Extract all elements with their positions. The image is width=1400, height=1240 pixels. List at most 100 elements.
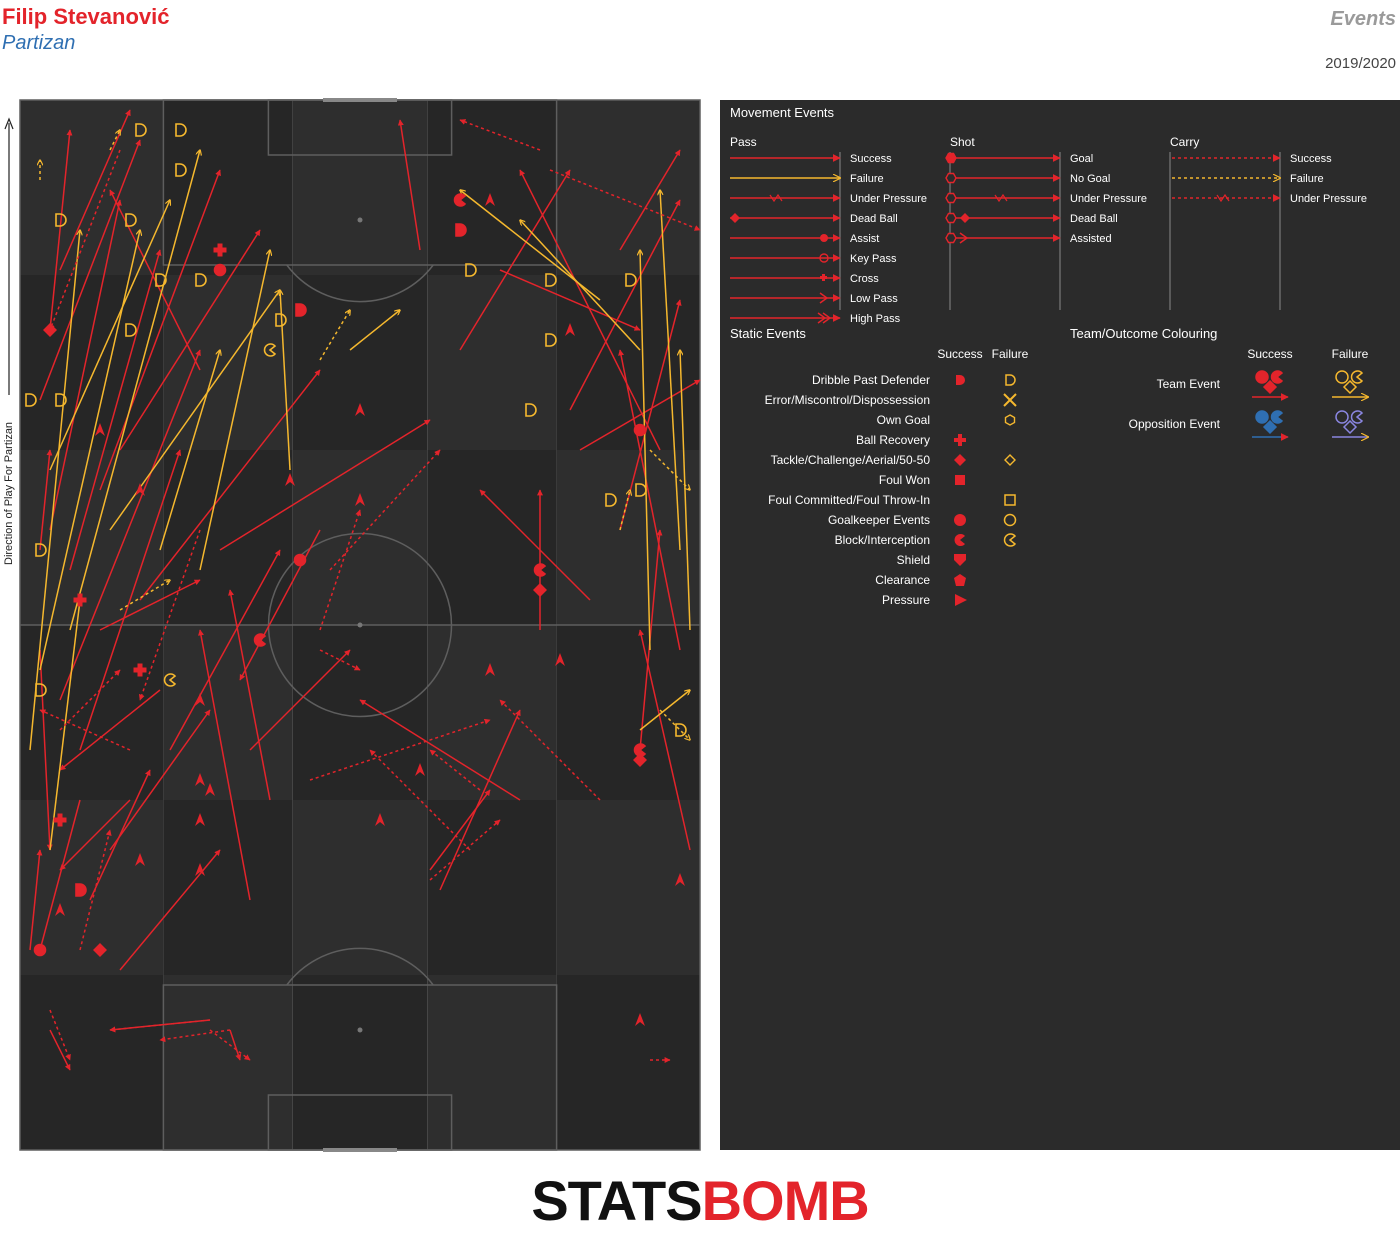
dribble-marker [55, 213, 67, 227]
swatch-pacman-icon [1270, 410, 1284, 424]
block-marker [253, 633, 267, 647]
pitch-spots [357, 217, 363, 1033]
foul-won-icon [955, 475, 965, 485]
legend-pass-label: Dead Ball [850, 213, 898, 225]
legend-carry-label: Failure [1290, 173, 1324, 185]
recovery-success-icon [954, 434, 966, 446]
pressure-marker [415, 763, 425, 776]
dribble-marker [135, 123, 147, 137]
shot-title: Shot [950, 135, 975, 149]
carry-arrow [209, 1029, 251, 1061]
pass-arrow [660, 190, 681, 551]
goalkeeper-marker [213, 263, 227, 277]
pitch-zone [20, 275, 164, 450]
tackle-marker [533, 583, 547, 597]
shot-hexagon-icon [945, 212, 957, 224]
shot-hexagon-icon [945, 232, 957, 244]
shot-hexagon-icon [945, 192, 957, 204]
dribble-marker [175, 163, 187, 177]
legend-static-label: Tackle/Challenge/Aerial/50-50 [771, 453, 931, 467]
block-marker [163, 673, 177, 687]
swatch-circle-icon [1335, 370, 1349, 384]
pass-arrow [479, 489, 591, 601]
dribble-marker [525, 403, 537, 417]
dribble-marker [125, 213, 137, 227]
legend-shot-label: Goal [1070, 153, 1093, 165]
dribble-marker [675, 723, 687, 737]
legend-static-label: Foul Won [879, 473, 930, 487]
dribble-failure-icon [1005, 374, 1016, 386]
pitch-zone [556, 275, 700, 450]
legend-panel: Movement Events Pass Shot Carry Success F… [720, 100, 1400, 1150]
carry-arrow [109, 1019, 211, 1033]
recovery-marker [53, 813, 67, 827]
colouring-title: Team/Outcome Colouring [1070, 326, 1217, 341]
block-success-icon [954, 534, 965, 546]
pass-arrow [29, 230, 80, 751]
legend-static-label: Pressure [882, 593, 930, 607]
pitch-zone [556, 100, 700, 275]
pitch-zone [292, 800, 428, 975]
tackle-marker [93, 943, 107, 957]
legend-static-label: Block/Interception [835, 533, 930, 547]
pass-arrow [618, 349, 681, 651]
goalkeeper-success-icon [954, 514, 966, 526]
pitch-zone [292, 275, 428, 450]
pitch-zone [556, 800, 700, 975]
pitch-zone [163, 975, 293, 1150]
pitch-zone [427, 975, 557, 1150]
static-success-header: Success [937, 347, 982, 361]
tackle-failure-icon [1004, 454, 1016, 466]
pass-arrow [69, 150, 200, 631]
pass-arrow [59, 799, 131, 871]
pressure-marker [55, 903, 65, 916]
pass-arrow [219, 419, 431, 551]
goalkeeper-marker [33, 943, 47, 957]
pass-arrow [519, 169, 661, 451]
legend-pass-label: Cross [850, 273, 879, 285]
colouring-success-header: Success [1247, 347, 1292, 361]
legend-shot-label: Under Pressure [1070, 193, 1147, 205]
pitch-zone [556, 450, 700, 625]
pass-arrow [249, 649, 351, 751]
colouring-opposition-label: Opposition Event [1129, 417, 1221, 431]
dribble-marker [455, 223, 467, 237]
clearance-icon [954, 574, 966, 586]
pressure-marker [195, 813, 205, 826]
pass-arrow [239, 529, 321, 681]
pitch-zone [427, 450, 557, 625]
dead-ball-icon [960, 213, 970, 223]
carry-arrow [49, 1009, 71, 1061]
legend-static-label: Goalkeeper Events [828, 513, 930, 527]
dribble-marker [545, 273, 557, 287]
pitch-zone [163, 625, 293, 800]
direction-arrow [4, 117, 14, 395]
swatch-circle-icon [1335, 410, 1349, 424]
pressure-marker [205, 783, 215, 796]
legend-static-list: Dribble Past Defender Error/Miscontrol/Di… [765, 373, 1017, 607]
pitch-zone [163, 100, 293, 275]
movement-events-title: Movement Events [730, 105, 835, 120]
carry-arrow [119, 580, 170, 611]
pressure-marker [355, 493, 365, 506]
dribble-marker [35, 543, 47, 557]
dribble-marker [175, 123, 187, 137]
carry-arrow [109, 130, 120, 151]
dribble-marker [25, 393, 37, 407]
pitch-zone [427, 800, 557, 975]
pass-arrow [59, 109, 131, 271]
pass-arrow [349, 310, 400, 351]
dribble-marker [465, 263, 477, 277]
dribble-marker [125, 323, 137, 337]
pass-arrow [49, 200, 170, 471]
pass-arrow [159, 350, 220, 551]
legend-shot-label: Assisted [1070, 233, 1112, 245]
goalkeeper-marker [293, 553, 307, 567]
goalkeeper-marker [633, 423, 647, 437]
pass-arrow [638, 629, 691, 851]
pass-arrow [89, 769, 151, 901]
pass-arrow [229, 1029, 242, 1061]
block-marker [633, 743, 647, 757]
carry-arrow [138, 529, 201, 701]
legend-pass-list: Success Failure Under Pressure Dead Ball Ass… [730, 153, 927, 325]
